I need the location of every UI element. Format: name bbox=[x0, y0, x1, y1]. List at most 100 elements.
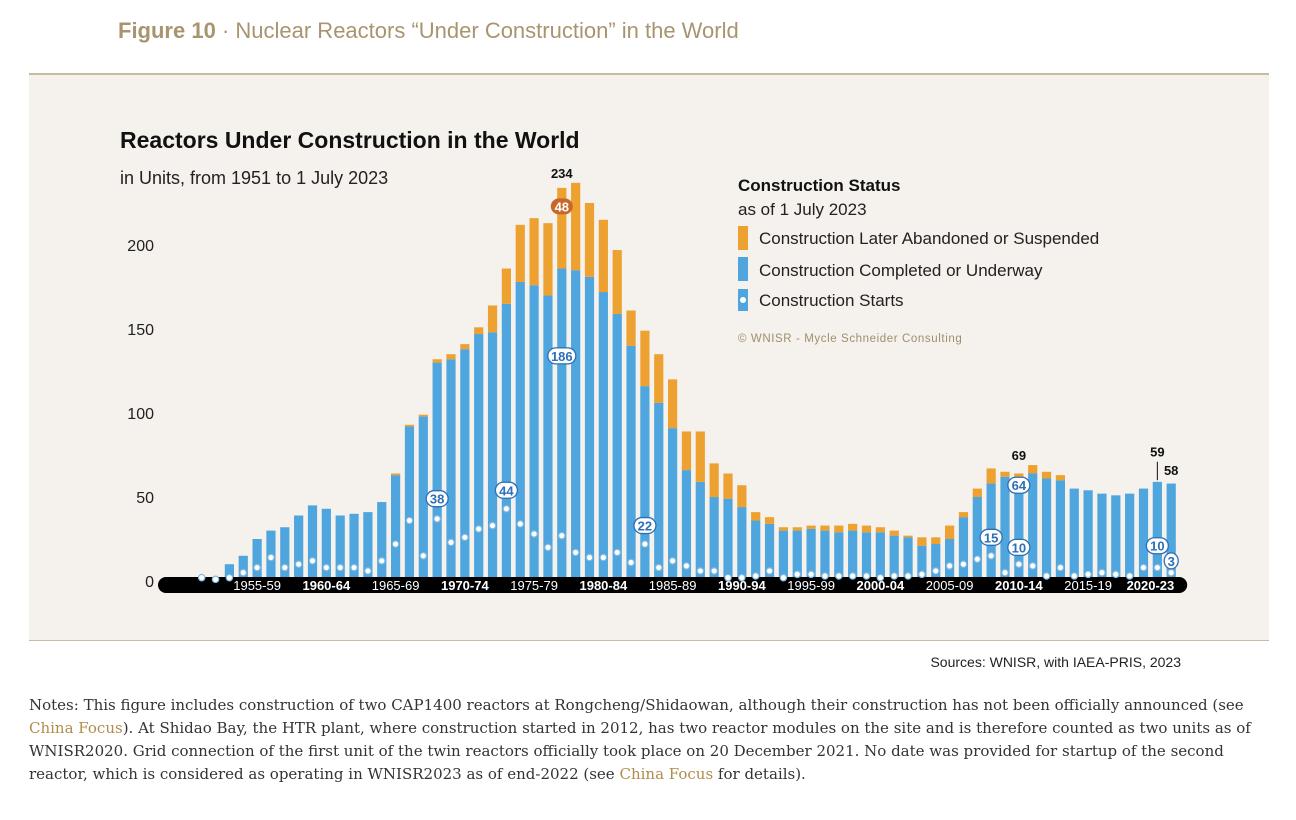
bar-abandoned bbox=[418, 414, 428, 417]
bar-abandoned bbox=[917, 537, 927, 546]
construction-start-dot bbox=[336, 563, 345, 572]
y-tick-label: 100 bbox=[127, 406, 154, 423]
total-2023-label: 58 bbox=[1164, 463, 1178, 478]
bar-abandoned bbox=[958, 512, 969, 518]
bar-abandoned bbox=[640, 330, 650, 387]
bar-abandoned bbox=[903, 535, 913, 538]
construction-start-dot bbox=[1153, 563, 1162, 572]
construction-start-dot bbox=[599, 553, 608, 562]
bar-abandoned bbox=[945, 525, 955, 539]
construction-start-dot bbox=[267, 553, 275, 562]
bar-abandoned bbox=[557, 187, 567, 269]
bar-abandoned bbox=[626, 310, 636, 346]
notes-paragraph: Notes: This figure includes construction… bbox=[29, 694, 1269, 786]
bar-completed bbox=[778, 530, 788, 581]
bar-completed bbox=[654, 402, 664, 581]
bar-completed bbox=[931, 544, 941, 581]
bar-completed bbox=[820, 530, 830, 581]
bar-abandoned bbox=[931, 537, 941, 545]
total-2022-label: 59 bbox=[1150, 445, 1164, 460]
bar-completed bbox=[432, 362, 442, 581]
construction-start-dot bbox=[461, 533, 469, 542]
bar-completed bbox=[571, 270, 581, 581]
bar-completed bbox=[848, 530, 858, 581]
bar-abandoned bbox=[848, 523, 858, 531]
bar-completed bbox=[889, 535, 899, 581]
starts-2010-label: 15 bbox=[984, 530, 998, 545]
bar-completed bbox=[972, 497, 982, 581]
bar-abandoned bbox=[1041, 471, 1052, 479]
construction-start-dot bbox=[1015, 560, 1023, 569]
completed-peak-label-box bbox=[547, 347, 577, 365]
construction-start-dot bbox=[959, 560, 968, 569]
top-rule bbox=[29, 73, 1269, 75]
construction-start-dot bbox=[350, 563, 358, 572]
construction-start-dot bbox=[918, 570, 926, 579]
construction-start-dot bbox=[668, 557, 677, 565]
abandoned-count-label-box bbox=[550, 198, 573, 215]
bar-completed bbox=[764, 523, 775, 581]
construction-start-dot bbox=[197, 573, 206, 582]
construction-start-dot bbox=[862, 572, 871, 580]
figure-separator: · bbox=[221, 18, 230, 43]
china-focus-link-2[interactable]: China Focus bbox=[619, 765, 714, 783]
bar-completed bbox=[958, 517, 969, 581]
construction-start-dot bbox=[904, 572, 912, 580]
construction-start-dot bbox=[1042, 572, 1051, 580]
construction-start-dot bbox=[1167, 568, 1176, 577]
construction-start-dot bbox=[834, 572, 843, 580]
bar-abandoned bbox=[460, 344, 470, 350]
bar-completed bbox=[834, 532, 844, 581]
bar-abandoned bbox=[404, 424, 415, 427]
bar-abandoned bbox=[487, 305, 498, 333]
bar-completed bbox=[349, 513, 359, 581]
china-focus-link-1[interactable]: China Focus bbox=[29, 719, 123, 737]
bottom-rule bbox=[29, 640, 1269, 641]
bar-completed bbox=[224, 564, 234, 581]
construction-start-dot bbox=[294, 560, 303, 569]
bar-abandoned bbox=[654, 354, 664, 403]
x-group-label: 1960-64 bbox=[302, 578, 350, 593]
x-group-label: 1965-69 bbox=[372, 578, 420, 593]
bar-abandoned bbox=[598, 219, 608, 293]
bar-completed bbox=[723, 498, 733, 581]
bar-abandoned bbox=[668, 379, 678, 429]
bar-completed bbox=[294, 515, 304, 581]
construction-start-dot bbox=[821, 572, 829, 580]
x-group-label: 2010-14 bbox=[995, 578, 1043, 593]
bar-abandoned bbox=[681, 431, 692, 471]
bar-completed bbox=[252, 539, 262, 581]
bar-completed bbox=[391, 475, 401, 581]
bar-completed bbox=[903, 537, 913, 581]
starts-1975-label: 44 bbox=[499, 483, 514, 498]
legend-label-abandoned: Construction Later Abandoned or Suspende… bbox=[759, 229, 1099, 248]
bar-completed bbox=[529, 285, 539, 581]
x-group-label: 1985-89 bbox=[649, 578, 697, 593]
construction-start-dot bbox=[765, 567, 774, 575]
construction-start-dot bbox=[696, 567, 705, 575]
starts-2022-label: 10 bbox=[1150, 539, 1164, 554]
bar-completed bbox=[460, 349, 470, 581]
bar-completed bbox=[474, 334, 484, 581]
completed-peak-label: 186 bbox=[551, 349, 573, 364]
bar-abandoned bbox=[515, 224, 525, 282]
bar-abandoned bbox=[709, 463, 719, 497]
y-tick-label: 50 bbox=[136, 490, 154, 507]
bar-abandoned bbox=[737, 485, 747, 508]
bar-abandoned bbox=[612, 250, 622, 314]
bar-completed bbox=[861, 532, 872, 581]
chart-panel: Reactors Under Construction in the World… bbox=[29, 75, 1269, 640]
bar-abandoned bbox=[792, 527, 802, 531]
x-group-label: 1975-79 bbox=[510, 578, 558, 593]
construction-start-dot bbox=[876, 573, 885, 582]
bar-abandoned bbox=[820, 525, 830, 531]
bar-completed bbox=[1014, 480, 1024, 581]
legend-dot-starts bbox=[740, 297, 746, 303]
construction-start-dot bbox=[1139, 563, 1148, 572]
bar-abandoned bbox=[875, 527, 885, 533]
construction-start-dot bbox=[474, 525, 483, 533]
construction-start-dot bbox=[239, 568, 248, 577]
construction-start-dot bbox=[738, 573, 746, 582]
bar-abandoned bbox=[1000, 471, 1010, 477]
construction-start-dot bbox=[987, 551, 995, 560]
